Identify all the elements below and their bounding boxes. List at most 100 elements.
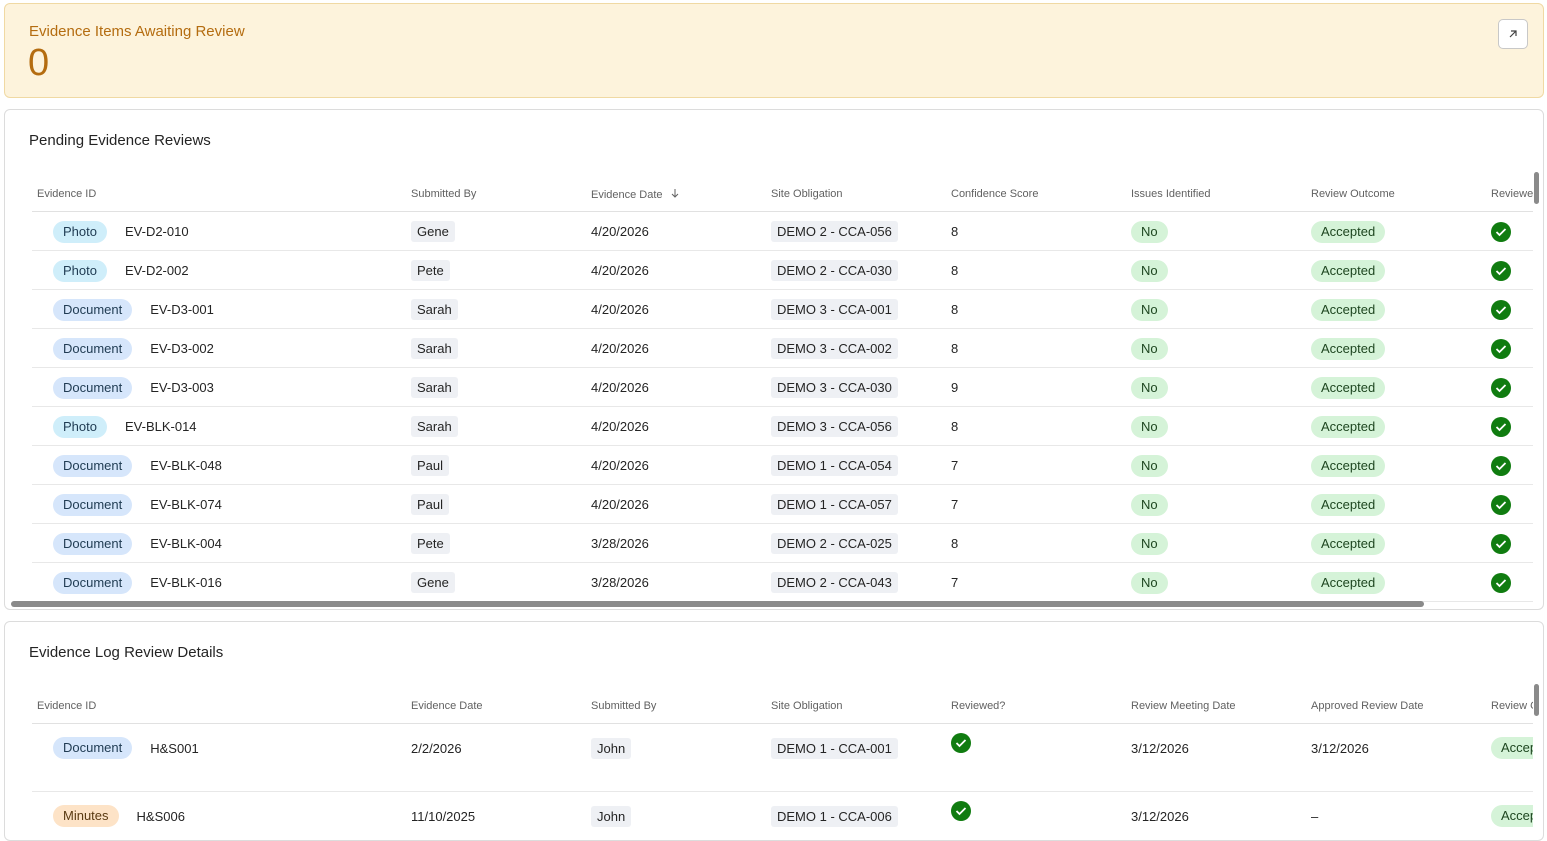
- evidence-id[interactable]: EV-BLK-014: [124, 419, 197, 434]
- review-meeting-date-cell: 3/12/2026: [1131, 728, 1189, 768]
- evidence-id[interactable]: EV-D2-002: [124, 263, 189, 278]
- column-header[interactable]: Reviewed?: [951, 700, 1006, 712]
- reviewed-check: [1491, 455, 1511, 476]
- confidence-score-cell: 8: [951, 251, 958, 290]
- column-header[interactable]: Evidence Date: [411, 700, 483, 712]
- confidence-score: 8: [951, 302, 959, 317]
- outcome-cell: Accepted: [1311, 407, 1386, 446]
- vertical-scrollbar[interactable]: [1534, 172, 1539, 204]
- evidence-id-cell: Document EV-BLK-004: [53, 524, 222, 563]
- submitted-by-cell: Sarah: [411, 407, 458, 446]
- reviewed-cell: [951, 792, 971, 830]
- confidence-score-cell: 7: [951, 485, 958, 524]
- column-header-sorted[interactable]: Evidence Date: [591, 188, 680, 201]
- table-row[interactable]: Document EV-D3-003 Sarah 4/20/2026 DEMO 3 - …: [32, 368, 1533, 407]
- evidence-id[interactable]: EV-D3-003: [150, 380, 214, 395]
- column-header[interactable]: Site Obligation: [771, 700, 843, 712]
- outcome-cell: Accepted: [1311, 251, 1386, 290]
- table-row[interactable]: Minutes H&S006 11/10/2025 John DEMO 1 - CCA-…: [32, 792, 1533, 840]
- confidence-score: 8: [951, 224, 959, 239]
- evidence-date-cell: 11/10/2025: [411, 796, 475, 836]
- evidence-date: 4/20/2026: [591, 224, 649, 239]
- evidence-id[interactable]: EV-BLK-074: [150, 497, 222, 512]
- submitted-by-cell: John: [591, 728, 632, 768]
- table-row[interactable]: Photo EV-D2-010 Gene 4/20/2026 DEMO 2 - CCA-…: [32, 212, 1533, 251]
- outcome-badge: Accept: [1491, 805, 1533, 827]
- table-row[interactable]: Document EV-BLK-004 Pete 3/28/2026 DEMO 2 - …: [32, 524, 1533, 563]
- approved-review-date: –: [1311, 808, 1319, 824]
- table-row[interactable]: Document EV-BLK-048 Paul 4/20/2026 DEMO 1 - …: [32, 446, 1533, 485]
- column-header[interactable]: Confidence Score: [951, 188, 1039, 200]
- column-header[interactable]: Submitted By: [411, 188, 477, 200]
- column-header[interactable]: Review O: [1491, 700, 1533, 712]
- column-header[interactable]: Evidence ID: [37, 700, 97, 712]
- outcome-badge: Accepted: [1311, 259, 1386, 282]
- column-header[interactable]: Site Obligation: [771, 188, 843, 200]
- kpi-card: Evidence Items Awaiting Review 0: [4, 3, 1544, 98]
- evidence-id[interactable]: EV-BLK-048: [150, 458, 222, 473]
- issues-badge: No: [1131, 220, 1168, 243]
- column-header[interactable]: Review Meeting Date: [1131, 700, 1236, 712]
- check-icon: [1495, 422, 1507, 431]
- evidence-id-cell: Photo EV-D2-002: [53, 251, 189, 290]
- evidence-id[interactable]: EV-BLK-004: [150, 536, 222, 551]
- check-icon: [1495, 227, 1507, 236]
- issues-cell: No: [1131, 251, 1168, 290]
- submitted-by-tag: Sarah: [411, 338, 458, 359]
- table-row[interactable]: Document EV-D3-001 Sarah 4/20/2026 DEMO 3 - …: [32, 290, 1533, 329]
- site-obligation-tag: DEMO 1 - CCA-054: [771, 455, 898, 476]
- evidence-id[interactable]: EV-D2-010: [124, 224, 189, 239]
- reviewed-cell: [951, 724, 971, 762]
- table-row[interactable]: Document H&S001 2/2/2026 John DEMO 1 - CCA-0…: [32, 724, 1533, 792]
- column-header[interactable]: Approved Review Date: [1311, 700, 1424, 712]
- check-icon: [1495, 383, 1507, 392]
- evidence-date: 4/20/2026: [591, 458, 649, 473]
- submitted-by-cell: Pete: [411, 524, 450, 563]
- evidence-id[interactable]: EV-BLK-016: [150, 575, 222, 590]
- evidence-id[interactable]: EV-D3-002: [150, 341, 214, 356]
- horizontal-scrollbar[interactable]: [11, 601, 1424, 607]
- issues-badge: No: [1131, 298, 1168, 321]
- evidence-id[interactable]: H&S001: [150, 740, 199, 756]
- evidence-id-cell: Photo EV-D2-010: [53, 212, 189, 251]
- outcome-cell: Accepted: [1311, 485, 1386, 524]
- evidence-id-cell: Document EV-BLK-016: [53, 563, 222, 602]
- expand-button[interactable]: [1498, 19, 1528, 49]
- evidence-id[interactable]: H&S006: [136, 808, 185, 824]
- table-row[interactable]: Document EV-BLK-074 Paul 4/20/2026 DEMO 1 - …: [32, 485, 1533, 524]
- table-row[interactable]: Document EV-BLK-016 Gene 3/28/2026 DEMO 2 - …: [32, 563, 1533, 602]
- evidence-type-badge: Document: [53, 298, 133, 321]
- evidence-id-cell: Document EV-D3-002: [53, 329, 214, 368]
- column-header[interactable]: Reviewed: [1491, 188, 1533, 200]
- evidence-type-badge: Minutes: [53, 805, 119, 827]
- column-header[interactable]: Evidence ID: [37, 188, 97, 200]
- table-row[interactable]: Document EV-D3-002 Sarah 4/20/2026 DEMO 3 - …: [32, 329, 1533, 368]
- confidence-score-cell: 9: [951, 368, 958, 407]
- outcome-badge: Accepted: [1311, 532, 1386, 555]
- evidence-type-badge: Document: [53, 493, 133, 516]
- reviewed-check: [1491, 299, 1511, 320]
- evidence-id[interactable]: EV-D3-001: [150, 302, 214, 317]
- outcome-cell: Accepted: [1311, 290, 1386, 329]
- evidence-date: 4/20/2026: [591, 263, 649, 278]
- column-header[interactable]: Review Outcome: [1311, 188, 1395, 200]
- site-obligation-tag: DEMO 2 - CCA-056: [771, 221, 898, 242]
- evidence-date-cell: 3/28/2026: [591, 563, 649, 602]
- reviewed-check: [951, 733, 971, 753]
- table-row[interactable]: Photo EV-BLK-014 Sarah 4/20/2026 DEMO 3 - CC…: [32, 407, 1533, 446]
- table-row[interactable]: Photo EV-D2-002 Pete 4/20/2026 DEMO 2 - CCA-…: [32, 251, 1533, 290]
- submitted-by-tag: Pete: [411, 533, 450, 554]
- evidence-date-cell: 4/20/2026: [591, 290, 649, 329]
- outcome-badge: Accepted: [1311, 571, 1386, 594]
- column-header[interactable]: Issues Identified: [1131, 188, 1211, 200]
- outcome-cell: Accepted: [1311, 329, 1386, 368]
- reviewed-check: [1491, 377, 1511, 398]
- evidence-date-cell: 4/20/2026: [591, 407, 649, 446]
- column-header[interactable]: Submitted By: [591, 700, 657, 712]
- site-obligation-cell: DEMO 2 - CCA-025: [771, 524, 898, 563]
- reviewed-cell: [1491, 251, 1511, 290]
- reviewed-check: [1491, 260, 1511, 281]
- reviewed-cell: [1491, 407, 1511, 446]
- submitted-by-tag: Sarah: [411, 377, 458, 398]
- vertical-scrollbar[interactable]: [1534, 684, 1539, 716]
